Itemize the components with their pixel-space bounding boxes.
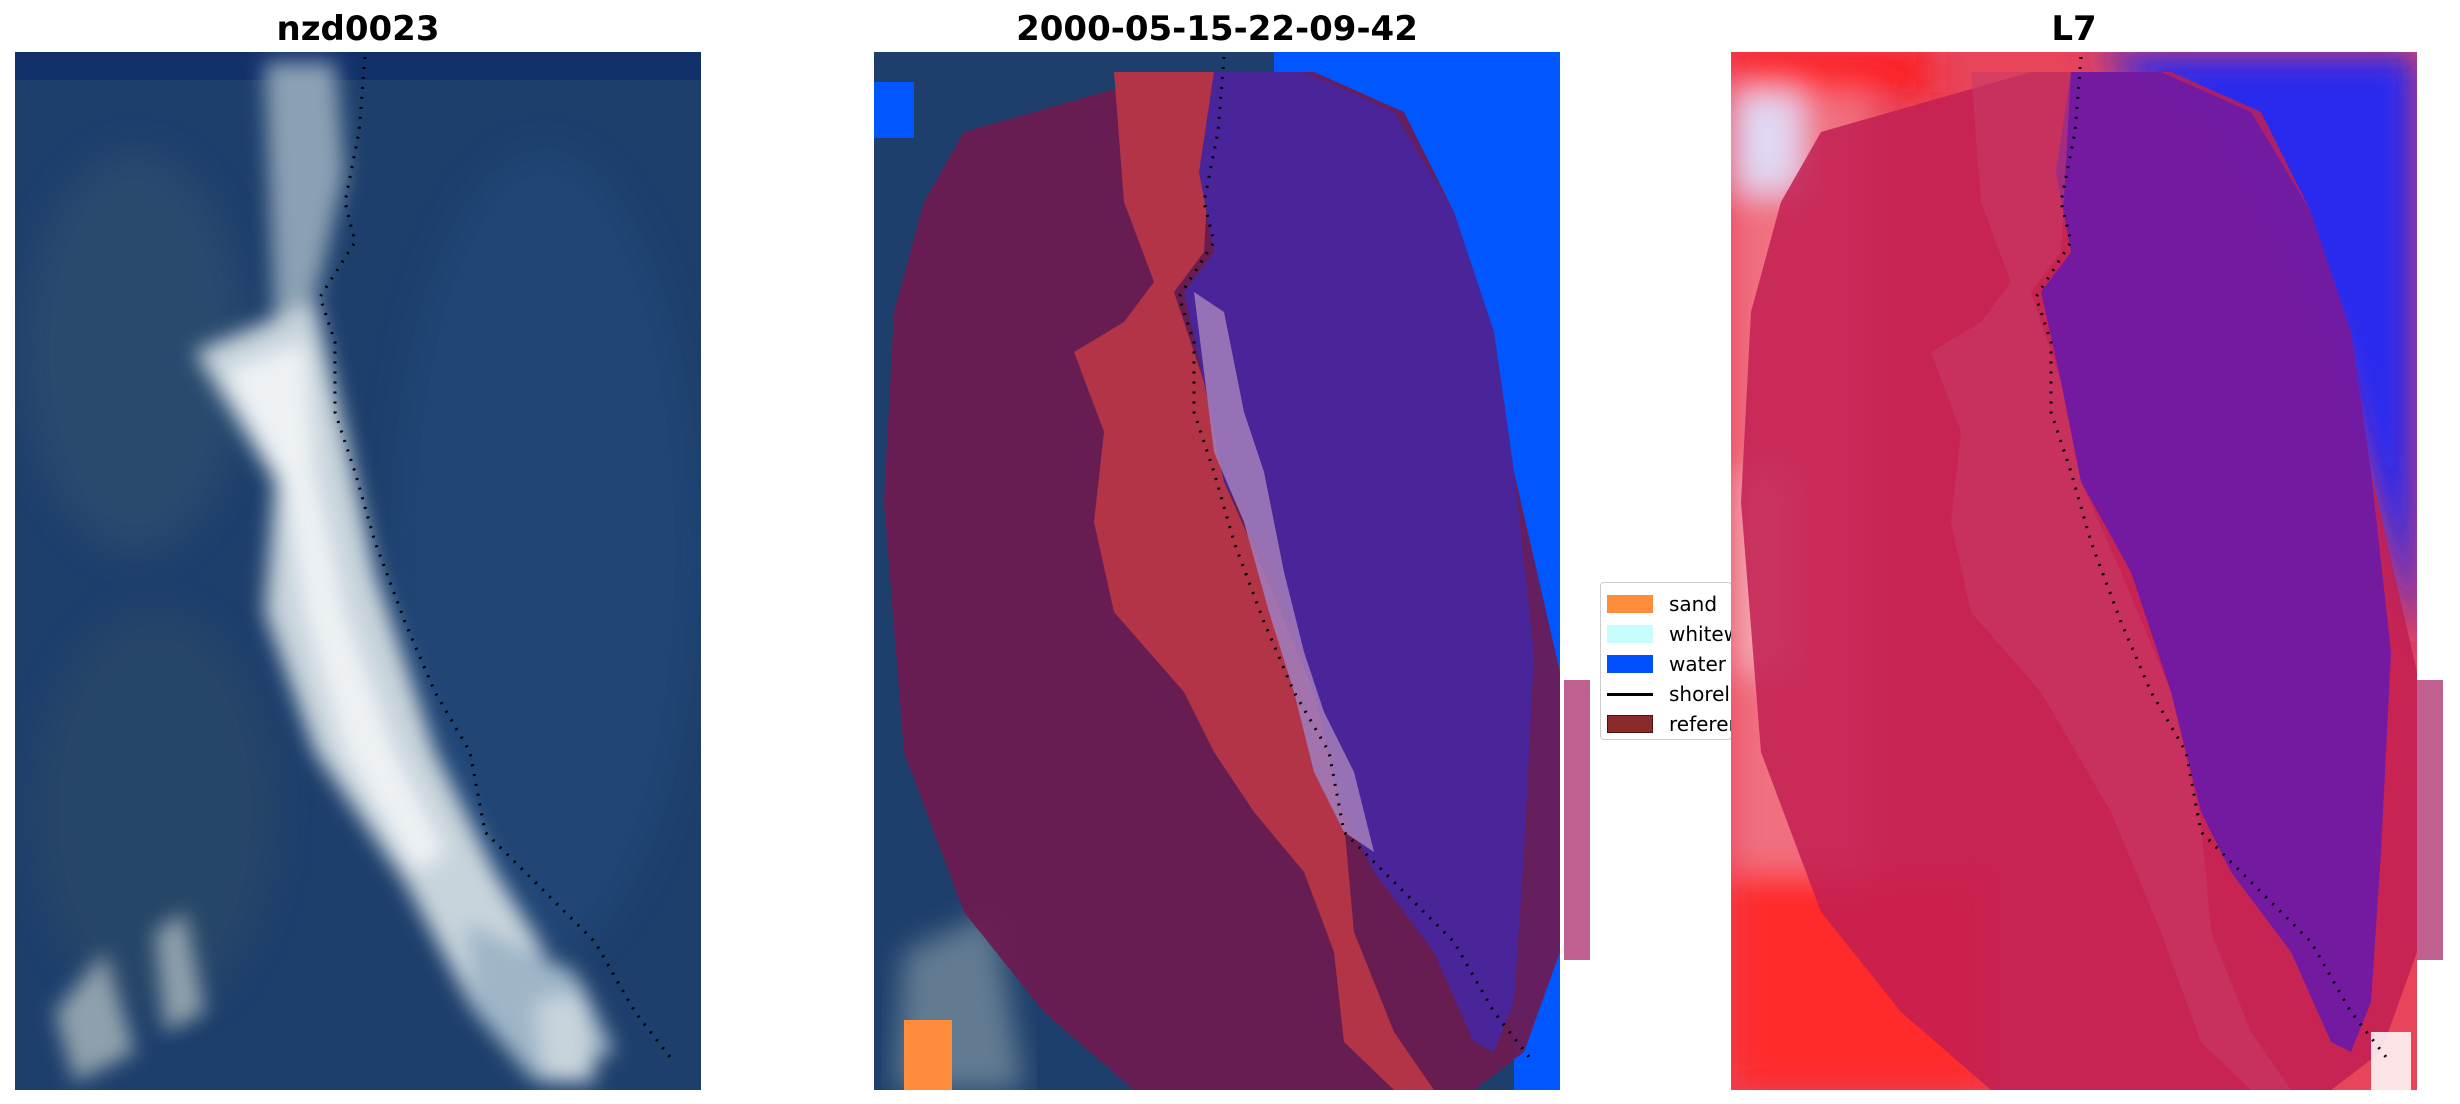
index-colormap-image <box>1731 52 2417 1090</box>
legend-item-sand: sand <box>1607 589 1731 619</box>
panel-title-rgb: nzd0023 <box>276 9 440 49</box>
buffer-edge-strip <box>2417 680 2443 960</box>
panel-title-index: L7 <box>2051 9 2097 49</box>
reference-swatch <box>1607 715 1653 733</box>
water-swatch <box>1607 655 1653 673</box>
legend-item-shoreline: shorel <box>1607 679 1731 709</box>
legend-label: referer <box>1669 712 1732 736</box>
legend-item-reference: referer <box>1607 709 1731 739</box>
legend-label: water <box>1669 652 1726 676</box>
panel-title-classification: 2000-05-15-22-09-42 <box>1016 9 1418 49</box>
legend-item-water: water <box>1607 649 1731 679</box>
whitewater-swatch <box>1607 625 1653 643</box>
legend-label: shorel <box>1669 682 1730 706</box>
sand-swatch <box>1607 595 1653 613</box>
shoreline-swatch <box>1607 692 1653 696</box>
classification-overlay-image <box>874 52 1560 1090</box>
legend-label: sand <box>1669 592 1718 616</box>
buffer-edge-strip <box>1564 680 1590 960</box>
rgb-satellite-image <box>15 52 701 1090</box>
